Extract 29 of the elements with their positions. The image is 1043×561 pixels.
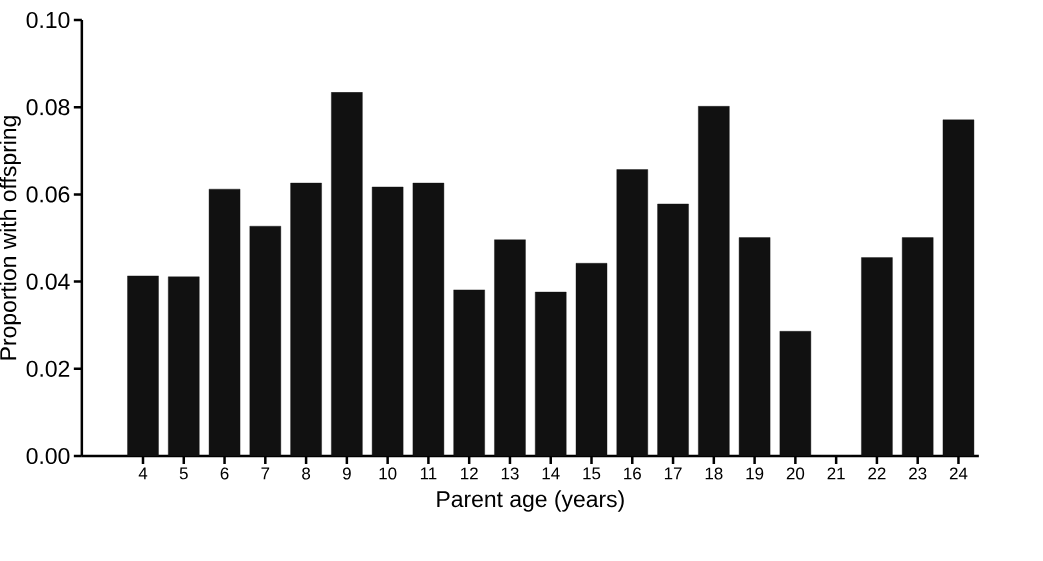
x-tick-label: 12 [461,467,478,480]
x-tick-label: 24 [949,467,968,480]
x-axis-title: Parent age (years) [437,490,624,512]
x-tick-label: 23 [909,467,927,480]
y-tick-label: 0.02 [26,360,70,377]
x-tick-label: 14 [542,467,560,480]
x-tick-label: 17 [664,467,682,480]
y-tick-label: 0.08 [26,99,70,116]
x-tick-label: 13 [501,467,519,480]
x-tick-label: 21 [827,467,845,480]
x-tick-label: 10 [379,467,397,480]
x-tick-label: 16 [624,467,641,480]
y-tick-label: 0.00 [26,447,70,465]
x-tick-label: 6 [220,467,229,480]
y-tick-label: 0.10 [26,11,70,29]
x-tick-label: 7 [261,467,270,480]
y-tick-label: 0.04 [26,273,70,290]
x-tick-label: 19 [746,467,764,480]
y-tick-label: 0.06 [26,186,70,203]
x-tick-label: 22 [868,467,886,480]
x-tick-label: 18 [705,467,723,480]
y-axis-title: Proportion with offspring [0,116,21,360]
x-tick-label: 5 [179,467,188,480]
x-tick-label: 20 [786,467,805,480]
x-tick-label: 11 [420,467,437,480]
x-tick-label: 9 [342,467,351,480]
x-tick-label: 15 [583,467,601,480]
x-tick-label: 8 [302,467,311,480]
x-tick-label: 4 [138,467,148,480]
